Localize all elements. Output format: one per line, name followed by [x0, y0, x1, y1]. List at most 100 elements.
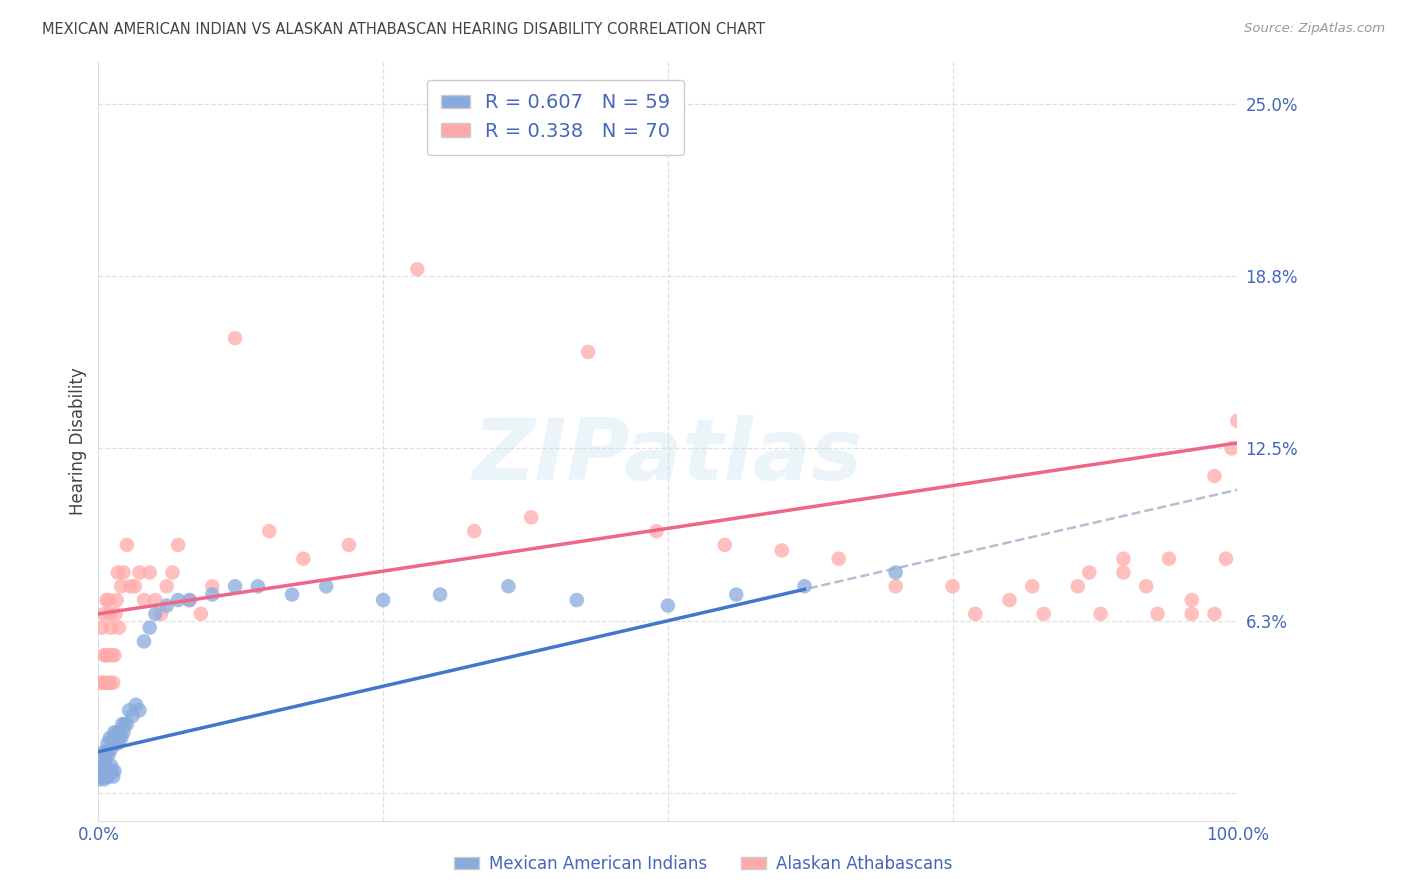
Point — [132, 593, 155, 607]
Point — [94, 675, 117, 690]
Point — [828, 551, 851, 566]
Point — [1078, 566, 1101, 580]
Point — [90, 753, 112, 767]
Point — [96, 764, 118, 778]
Point — [1215, 551, 1237, 566]
Point — [145, 593, 167, 607]
Point — [90, 675, 112, 690]
Point — [1090, 607, 1112, 621]
Point — [89, 772, 111, 787]
Point — [107, 736, 129, 750]
Point — [998, 593, 1021, 607]
Point — [110, 731, 132, 745]
Point — [281, 588, 304, 602]
Point — [91, 758, 114, 772]
Point — [565, 593, 588, 607]
Point — [132, 634, 155, 648]
Point — [1181, 607, 1204, 621]
Point — [110, 579, 132, 593]
Point — [98, 764, 121, 778]
Point — [101, 648, 124, 663]
Point — [107, 566, 129, 580]
Point — [1181, 593, 1204, 607]
Point — [1146, 607, 1168, 621]
Point — [156, 599, 179, 613]
Legend: Mexican American Indians, Alaskan Athabascans: Mexican American Indians, Alaskan Athaba… — [447, 848, 959, 880]
Point — [1204, 607, 1226, 621]
Point — [97, 770, 120, 784]
Point — [145, 607, 167, 621]
Point — [138, 566, 160, 580]
Point — [965, 607, 987, 621]
Point — [101, 764, 124, 778]
Point — [103, 770, 125, 784]
Point — [93, 648, 115, 663]
Point — [520, 510, 543, 524]
Point — [292, 551, 315, 566]
Point — [770, 543, 793, 558]
Point — [103, 648, 125, 663]
Point — [121, 709, 143, 723]
Point — [90, 764, 112, 778]
Point — [463, 524, 485, 538]
Point — [98, 675, 121, 690]
Y-axis label: Hearing Disability: Hearing Disability — [69, 368, 87, 516]
Point — [128, 703, 150, 717]
Point — [406, 262, 429, 277]
Point — [93, 607, 115, 621]
Point — [201, 588, 224, 602]
Point — [111, 717, 134, 731]
Point — [104, 607, 127, 621]
Point — [315, 579, 337, 593]
Point — [96, 770, 118, 784]
Point — [1226, 414, 1249, 428]
Point — [100, 758, 122, 772]
Point — [167, 593, 190, 607]
Point — [96, 648, 118, 663]
Text: Source: ZipAtlas.com: Source: ZipAtlas.com — [1244, 22, 1385, 36]
Point — [120, 579, 142, 593]
Point — [93, 772, 115, 787]
Point — [90, 621, 112, 635]
Point — [1112, 566, 1135, 580]
Point — [337, 538, 360, 552]
Point — [1204, 469, 1226, 483]
Point — [645, 524, 668, 538]
Point — [104, 731, 127, 745]
Point — [201, 579, 224, 593]
Point — [98, 731, 121, 745]
Point — [114, 717, 136, 731]
Point — [105, 593, 128, 607]
Point — [793, 579, 815, 593]
Point — [1157, 551, 1180, 566]
Point — [150, 607, 173, 621]
Point — [103, 731, 125, 745]
Point — [103, 675, 125, 690]
Point — [884, 566, 907, 580]
Point — [108, 621, 131, 635]
Point — [1021, 579, 1043, 593]
Point — [1032, 607, 1054, 621]
Point — [115, 717, 138, 731]
Point — [124, 579, 146, 593]
Point — [1135, 579, 1157, 593]
Point — [96, 593, 118, 607]
Point — [96, 736, 118, 750]
Point — [179, 593, 201, 607]
Point — [90, 766, 112, 780]
Point — [115, 538, 138, 552]
Point — [96, 745, 118, 759]
Point — [101, 736, 124, 750]
Point — [884, 579, 907, 593]
Point — [179, 593, 201, 607]
Point — [576, 345, 599, 359]
Point — [100, 621, 122, 635]
Point — [224, 579, 246, 593]
Point — [103, 725, 125, 739]
Point — [105, 725, 128, 739]
Text: ZIPatlas: ZIPatlas — [472, 415, 863, 499]
Point — [156, 579, 179, 593]
Point — [100, 742, 122, 756]
Point — [125, 698, 148, 712]
Point — [97, 675, 120, 690]
